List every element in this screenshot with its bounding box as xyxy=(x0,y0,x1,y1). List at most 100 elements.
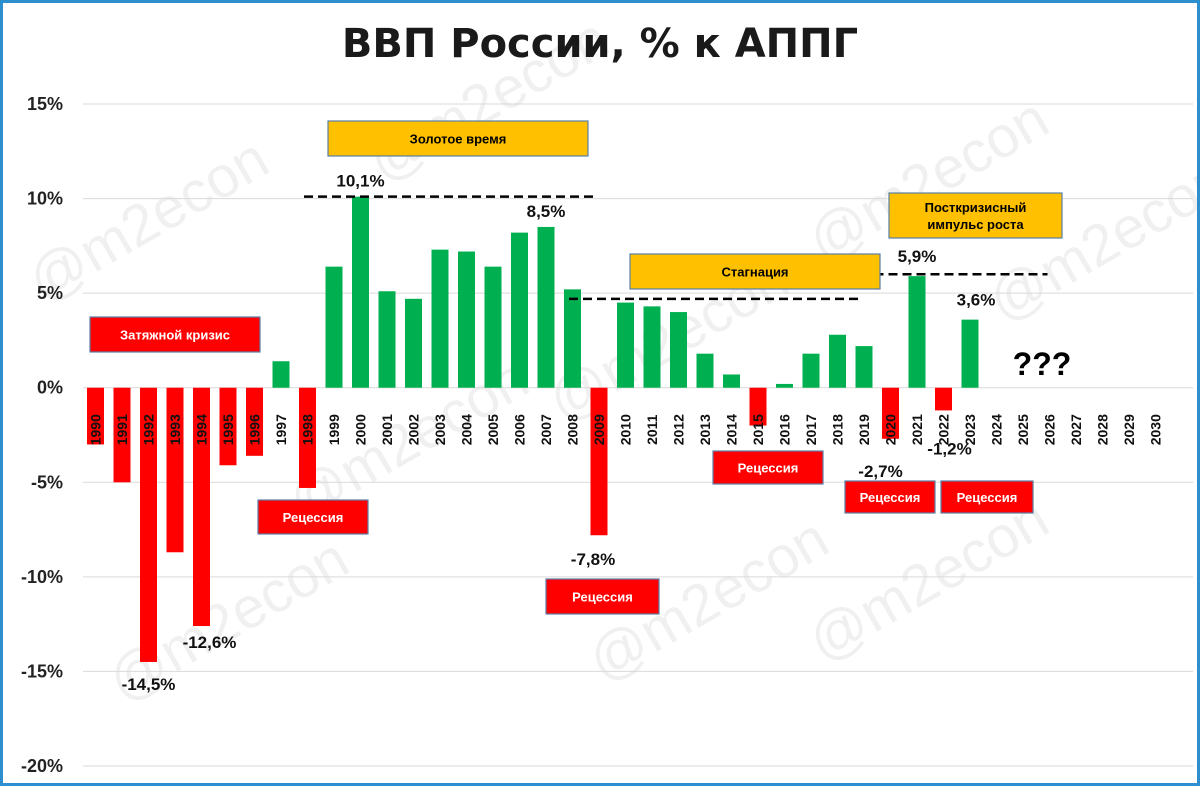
x-tick-label: 2012 xyxy=(671,414,687,445)
x-tick-label: 2021 xyxy=(909,414,925,445)
bar-2021 xyxy=(908,276,926,388)
x-tick-label: 1994 xyxy=(194,414,210,445)
x-tick-label: 2002 xyxy=(406,414,422,445)
data-label-2000: 10,1% xyxy=(336,172,384,191)
y-tick-label: 15% xyxy=(27,94,63,114)
y-tick-label: 10% xyxy=(27,189,63,209)
annotation-box: Рецессия xyxy=(712,450,824,485)
data-label-2023: 3,6% xyxy=(957,291,996,310)
bar-2000 xyxy=(352,196,369,388)
bar-2023 xyxy=(961,319,979,388)
annotations: Затяжной кризис Рецессия Золотое время Реце… xyxy=(89,120,1072,615)
bar-2001 xyxy=(378,291,396,388)
annotation-rect xyxy=(545,578,660,615)
bar-2022 xyxy=(935,387,952,411)
x-tick-label: 2022 xyxy=(936,414,952,445)
x-tick-label: 1996 xyxy=(247,414,263,445)
y-tick-label: -5% xyxy=(31,472,63,492)
x-tick-label: 2016 xyxy=(777,414,793,445)
y-tick-label: 0% xyxy=(37,378,63,398)
x-tick-label: 2010 xyxy=(618,414,634,445)
bar-1991 xyxy=(113,387,131,483)
bar-2014 xyxy=(723,374,740,388)
bar-2005 xyxy=(484,266,502,388)
annotation-box: Рецессия xyxy=(940,480,1034,514)
annotation-box: Золотое время xyxy=(327,120,589,157)
bar-2019 xyxy=(855,346,873,388)
annotation-label: Рецессия xyxy=(572,590,633,605)
annotation-box: Рецессия xyxy=(844,480,936,514)
bar-1992 xyxy=(140,387,157,662)
bars xyxy=(87,196,979,662)
bar-1993 xyxy=(166,387,184,553)
bar-2015 xyxy=(749,387,767,426)
data-label-2009: -7,8% xyxy=(571,550,615,569)
x-tick-label: 2028 xyxy=(1095,414,1111,445)
bar-2018 xyxy=(829,334,846,388)
chart-title: ВВП России, % к АППГ xyxy=(341,21,859,67)
x-tick-label: 2019 xyxy=(856,414,872,445)
x-tick-label: 2015 xyxy=(750,414,766,445)
annotation-label: Рецессия xyxy=(957,490,1018,505)
x-tick-label: 1992 xyxy=(141,414,157,445)
bar-1994 xyxy=(193,387,210,627)
annotation-label: Затяжной кризис xyxy=(120,328,230,343)
watermark-text: @m2econ xyxy=(977,145,1197,334)
annotation-label: Золотое время xyxy=(410,132,507,147)
bar-1996 xyxy=(246,387,263,456)
x-tick-label: 1993 xyxy=(167,414,183,445)
annotation-rect xyxy=(940,480,1034,514)
annotation-box: Посткризисный импульс роста xyxy=(888,192,1063,239)
bar-1998 xyxy=(299,387,316,488)
data-label-1994: -12,6% xyxy=(183,633,237,652)
annotation-box: Затяжной кризис xyxy=(89,316,261,353)
annotation-box: Рецессия xyxy=(257,499,369,535)
dashed-lines xyxy=(304,195,1048,301)
x-tick-label: 2000 xyxy=(353,414,369,445)
x-tick-label: 1999 xyxy=(326,414,342,445)
x-tick-label: 2006 xyxy=(512,414,528,445)
annotation-label-line: Посткризисный xyxy=(925,200,1027,215)
y-tick-label: -20% xyxy=(21,756,63,776)
annotation-rect xyxy=(712,450,824,485)
x-tick-label: 2003 xyxy=(432,414,448,445)
x-tick-label: 1990 xyxy=(88,414,104,445)
y-tick-label: 5% xyxy=(37,283,63,303)
x-tick-label: 2027 xyxy=(1068,414,1084,445)
x-tick-label: 1991 xyxy=(114,414,130,445)
x-tick-label: 1995 xyxy=(220,414,236,445)
x-axis-ticks: 1990 1991 1992 1993 1994 1995 1996 1997 1998 1999… xyxy=(88,414,1164,445)
bar-2017 xyxy=(802,353,820,388)
bar-2002 xyxy=(405,298,422,388)
bar-2012 xyxy=(670,312,687,388)
annotation-rect xyxy=(89,316,261,353)
annotation-rect xyxy=(888,192,1063,239)
annotation-label: Рецессия xyxy=(738,461,799,476)
annotation-label: Стагнация xyxy=(721,265,788,280)
data-labels: -14,5% -12,6% 10,1% 8,5% -7,8% -2,7% 5,9% -1,2%… xyxy=(122,172,996,694)
bar-2010 xyxy=(617,302,634,388)
annotation-label-line: импульс роста xyxy=(927,217,1024,232)
annotation-label: Посткризисный импульс роста xyxy=(925,200,1027,232)
bar-2009 xyxy=(590,387,608,536)
data-label-2020: -2,7% xyxy=(858,462,902,481)
bar-2007 xyxy=(537,226,555,388)
x-tick-label: 2029 xyxy=(1121,414,1137,445)
bar-2004 xyxy=(458,251,475,388)
bar-2020 xyxy=(882,387,899,439)
x-tick-label: 2009 xyxy=(591,414,607,445)
x-tick-label: 1997 xyxy=(273,414,289,445)
x-tick-label: 2023 xyxy=(962,414,978,445)
watermark-text: @m2econ xyxy=(797,85,1059,274)
y-axis-ticks: 15% 10% 5% 0% -5% -10% -15% -20% xyxy=(21,94,63,776)
watermark-text: @m2econ xyxy=(797,485,1059,674)
bar-2016 xyxy=(776,383,793,388)
annotation-rect xyxy=(629,253,881,290)
bar-1995 xyxy=(219,387,237,466)
data-label-2007: 8,5% xyxy=(527,202,566,221)
x-tick-label: 2025 xyxy=(1015,414,1031,445)
y-tick-label: -10% xyxy=(21,567,63,587)
watermark-text: @m2econ xyxy=(357,5,619,194)
annotation-question: ??? xyxy=(1013,346,1072,382)
